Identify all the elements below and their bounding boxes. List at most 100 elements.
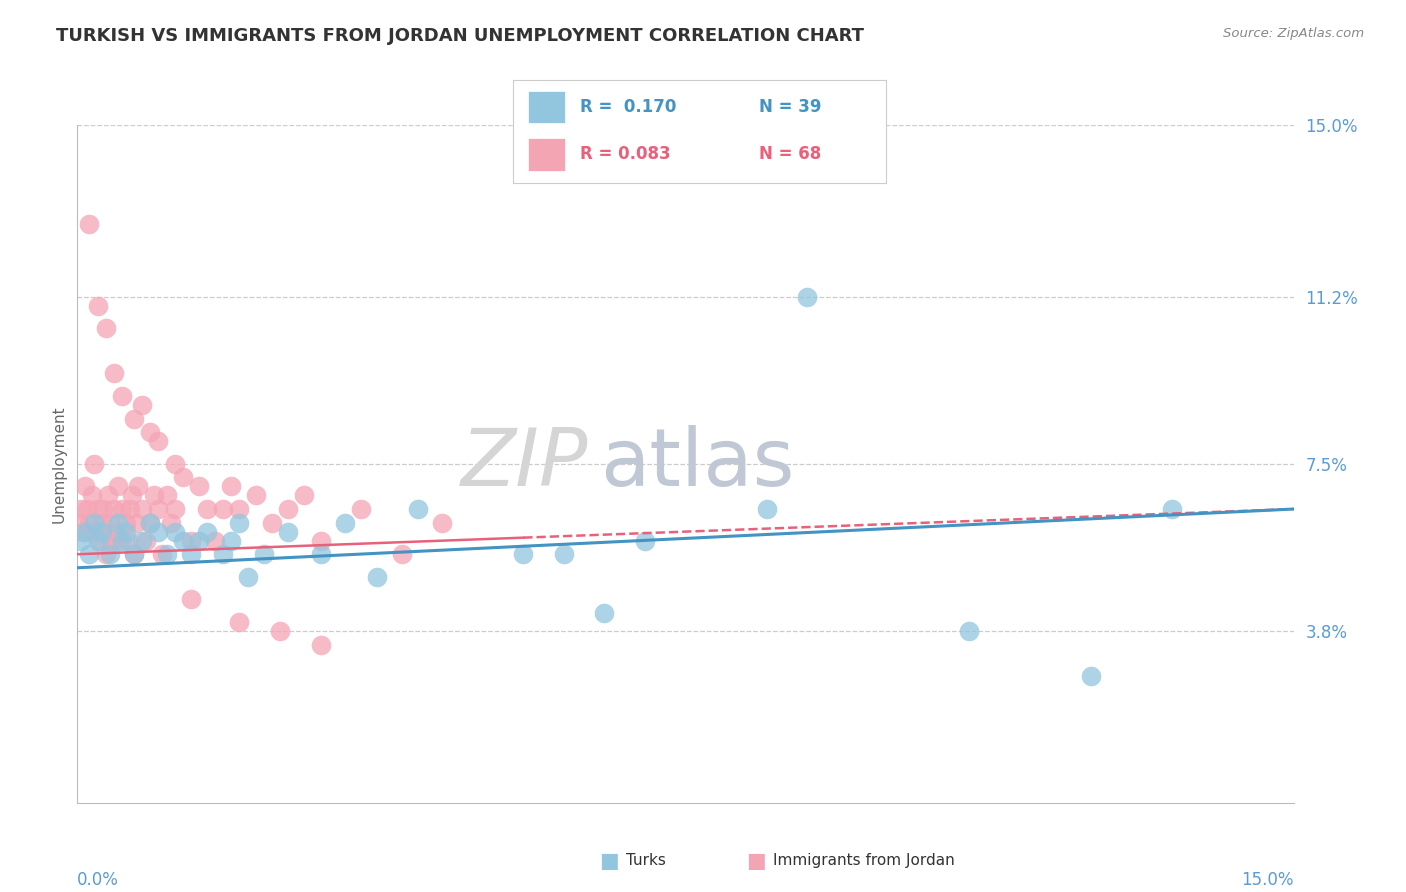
Point bbox=[204, 533, 226, 548]
Point bbox=[90, 516, 112, 530]
Point bbox=[245, 488, 267, 502]
Point bbox=[79, 547, 101, 561]
Point bbox=[80, 488, 103, 502]
Point bbox=[221, 479, 243, 493]
Point bbox=[98, 516, 121, 530]
Point bbox=[172, 533, 194, 548]
Point bbox=[228, 615, 250, 629]
Point bbox=[131, 398, 153, 412]
Point bbox=[111, 533, 134, 548]
Point bbox=[796, 290, 818, 304]
Point bbox=[83, 457, 105, 471]
Point bbox=[188, 533, 211, 548]
Point bbox=[172, 470, 194, 484]
Point bbox=[90, 524, 112, 539]
Text: N = 39: N = 39 bbox=[759, 98, 821, 116]
Point bbox=[430, 516, 453, 530]
Point bbox=[94, 547, 117, 561]
Bar bbox=[529, 91, 565, 123]
Point bbox=[75, 524, 97, 539]
Point bbox=[135, 533, 157, 548]
Point bbox=[127, 479, 149, 493]
Point bbox=[86, 502, 108, 516]
Point bbox=[117, 533, 139, 548]
Point bbox=[105, 524, 128, 539]
Point bbox=[79, 217, 101, 231]
Point bbox=[260, 516, 283, 530]
Point bbox=[107, 516, 129, 530]
Point bbox=[76, 502, 98, 516]
Point bbox=[100, 533, 122, 548]
Point bbox=[163, 457, 186, 471]
Point bbox=[333, 516, 356, 530]
Point bbox=[155, 547, 177, 561]
Text: ZIP: ZIP bbox=[461, 425, 588, 503]
Point bbox=[212, 502, 235, 516]
Point bbox=[98, 547, 121, 561]
Point bbox=[309, 533, 332, 548]
Point bbox=[350, 502, 373, 516]
Point bbox=[122, 411, 145, 425]
Point bbox=[634, 533, 657, 548]
Point bbox=[957, 624, 980, 638]
Point bbox=[148, 502, 170, 516]
Text: Immigrants from Jordan: Immigrants from Jordan bbox=[773, 854, 955, 868]
Text: Source: ZipAtlas.com: Source: ZipAtlas.com bbox=[1223, 27, 1364, 40]
Point bbox=[180, 592, 202, 607]
Point bbox=[84, 524, 107, 539]
Point bbox=[228, 502, 250, 516]
Point bbox=[94, 321, 117, 335]
Point bbox=[79, 516, 101, 530]
Point bbox=[195, 502, 218, 516]
Text: ■: ■ bbox=[747, 851, 766, 871]
Point bbox=[269, 624, 291, 638]
Point bbox=[188, 479, 211, 493]
Point bbox=[91, 502, 114, 516]
Point bbox=[67, 516, 90, 530]
Point bbox=[755, 502, 778, 516]
Text: 0.0%: 0.0% bbox=[77, 871, 120, 888]
Point bbox=[593, 606, 616, 620]
Point bbox=[139, 425, 162, 440]
Point bbox=[115, 516, 138, 530]
Point bbox=[1161, 502, 1184, 516]
Point bbox=[1080, 669, 1102, 683]
Point bbox=[163, 524, 186, 539]
Point bbox=[125, 516, 148, 530]
Point bbox=[180, 533, 202, 548]
Point bbox=[221, 533, 243, 548]
Point bbox=[148, 434, 170, 449]
Text: 15.0%: 15.0% bbox=[1241, 871, 1294, 888]
Point bbox=[122, 547, 145, 561]
Point bbox=[277, 502, 299, 516]
Text: R =  0.170: R = 0.170 bbox=[581, 98, 676, 116]
Point bbox=[163, 502, 186, 516]
Point bbox=[139, 516, 162, 530]
Point bbox=[122, 547, 145, 561]
Point bbox=[111, 502, 134, 516]
Point bbox=[86, 533, 108, 548]
Point bbox=[131, 502, 153, 516]
Point bbox=[512, 547, 534, 561]
Point bbox=[253, 547, 276, 561]
Point bbox=[148, 524, 170, 539]
Point bbox=[309, 547, 332, 561]
Point bbox=[553, 547, 575, 561]
Point bbox=[152, 547, 174, 561]
Point bbox=[97, 488, 120, 502]
Point bbox=[83, 516, 105, 530]
Point bbox=[139, 516, 162, 530]
Point bbox=[159, 516, 181, 530]
Text: ■: ■ bbox=[599, 851, 619, 871]
Point bbox=[108, 533, 131, 548]
Bar bbox=[529, 137, 565, 170]
Text: atlas: atlas bbox=[600, 425, 794, 503]
Point bbox=[292, 488, 315, 502]
Point bbox=[103, 502, 125, 516]
Point bbox=[277, 524, 299, 539]
Text: N = 68: N = 68 bbox=[759, 145, 821, 163]
Point bbox=[236, 570, 259, 584]
Point bbox=[111, 389, 134, 403]
Point bbox=[228, 516, 250, 530]
Point bbox=[366, 570, 388, 584]
